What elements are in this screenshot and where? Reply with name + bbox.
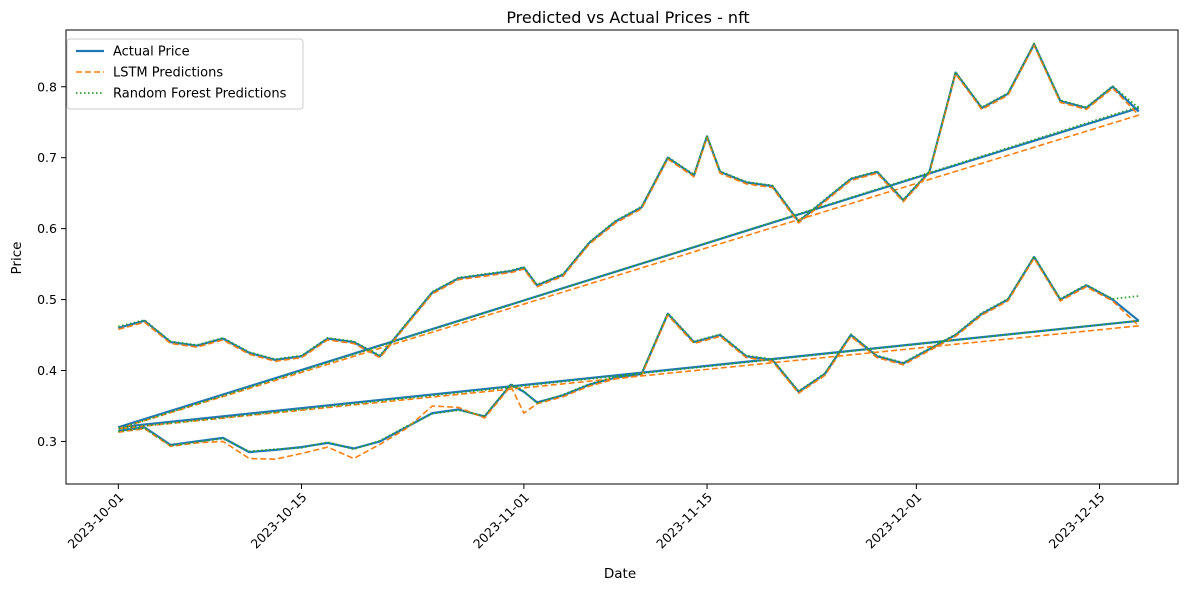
legend: Actual Price LSTM Predictions Random Fores… [66,38,304,110]
series-line-dotted-2 [118,255,1139,453]
y-tick-label: 0.5 [37,292,57,307]
series-line-solid-1 [117,106,1140,429]
series-line-dashed-0 [118,44,1140,363]
y-tick-label: 0.8 [37,79,57,94]
chart-title: Predicted vs Actual Prices - nft [506,8,749,27]
y-axis-label: Price [9,242,25,275]
plot-frame [65,29,1179,485]
series-line-dashed-1 [118,114,1140,430]
legend-label: Random Forest Predictions [113,87,287,102]
x-axis-label: Date [604,566,636,582]
y-tick-label: 0.4 [37,363,57,378]
y-tick-label: 0.7 [37,150,57,165]
series-line-solid-2 [118,255,1140,454]
legend-label: LSTM Predictions [113,66,223,81]
y-tick-label: 0.3 [37,434,57,449]
series-line-dotted-3 [118,319,1139,430]
y-axis: 0.3 0.4 0.5 0.6 0.7 0.8 [37,79,66,449]
series-line-dotted-0 [118,42,1140,361]
legend-box [66,38,304,110]
y-tick-label: 0.6 [37,221,57,236]
plot-lines [117,42,1140,461]
legend-label: Actual Price [113,45,190,60]
